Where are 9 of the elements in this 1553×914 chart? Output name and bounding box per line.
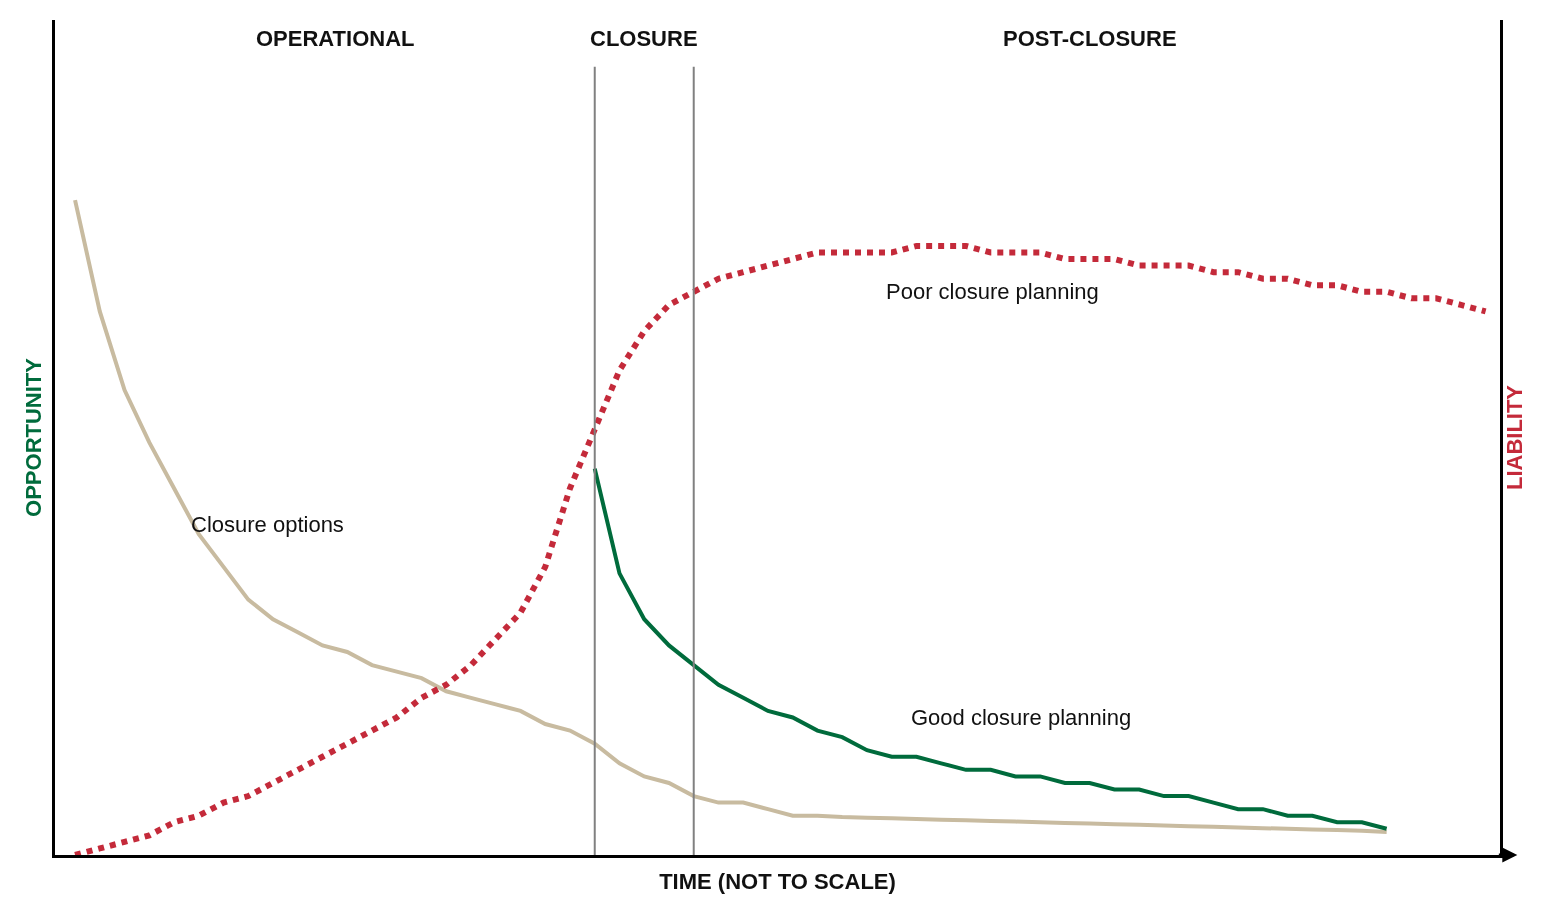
text: POST-CLOSURE xyxy=(1003,26,1177,51)
text: CLOSURE xyxy=(590,26,698,51)
y-axis-title: OPPORTUNITY xyxy=(20,357,46,517)
y2-axis-title: LIABILITY xyxy=(1501,384,1527,491)
series-label: Good closure planning xyxy=(911,705,1132,730)
series-label: Closure options xyxy=(191,512,344,537)
x-axis-title: TIME (NOT TO SCALE) xyxy=(659,869,896,895)
series-label: Poor closure planning xyxy=(886,279,1099,304)
text: OPERATIONAL xyxy=(256,26,415,51)
